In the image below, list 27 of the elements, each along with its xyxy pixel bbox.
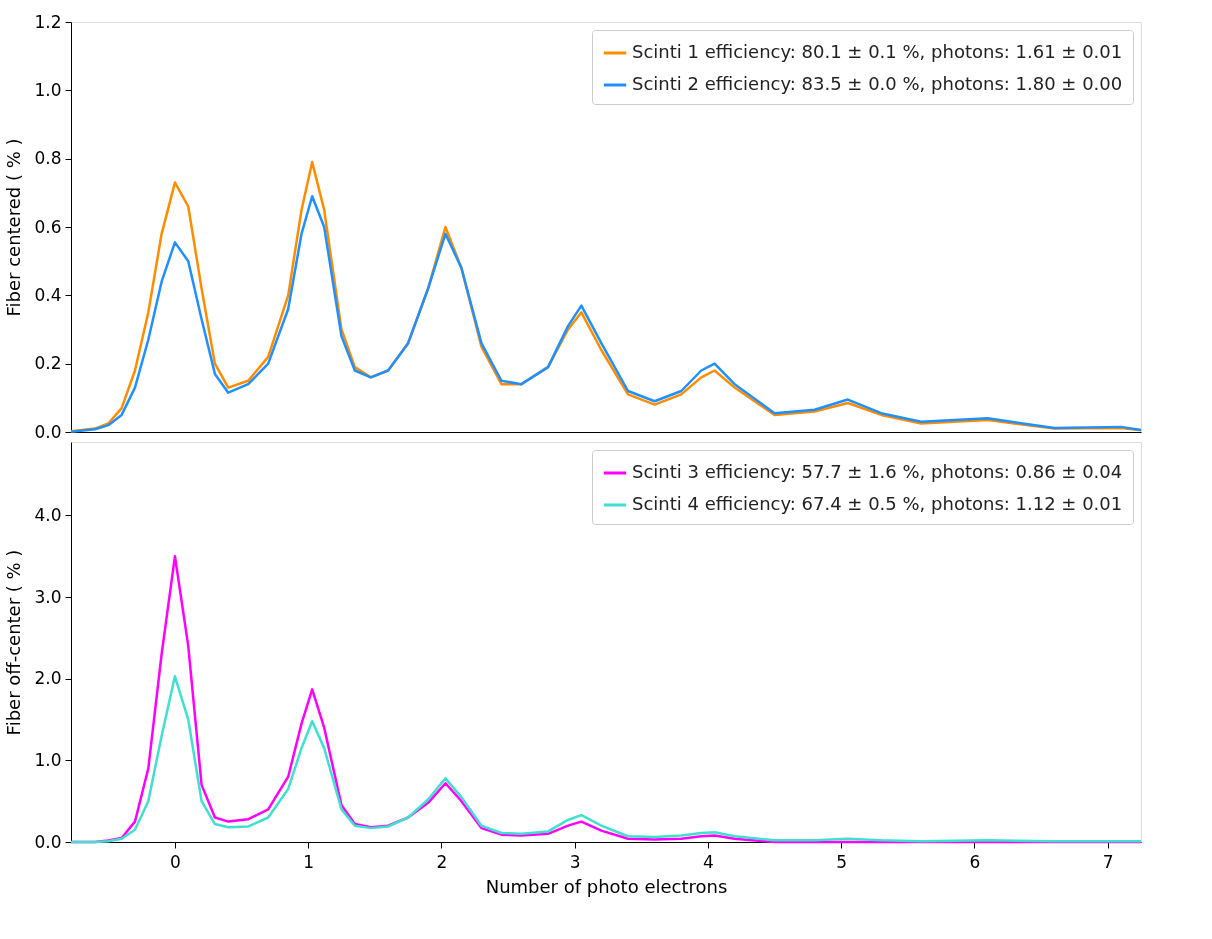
x-axis-title: Number of photo electrons	[485, 875, 728, 897]
y-tick-label: 0.0	[34, 831, 62, 852]
x-tick-label: 1	[303, 851, 315, 872]
x-tick-label: 3	[569, 851, 581, 872]
y-tick-label: 2.0	[34, 668, 62, 689]
y-tick-label: 1.2	[34, 11, 62, 32]
y-tick-label: 0.8	[34, 148, 62, 169]
y-tick-label: 1.0	[34, 79, 62, 100]
legend-label: Scinti 3 efficiency: 57.7 ± 1.6 %, photons: 0.86 ± 0.04	[632, 461, 1123, 482]
legend-label: Scinti 2 efficiency: 83.5 ± 0.0 %, photons: 1.80 ± 0.00	[632, 73, 1123, 94]
legend-label: Scinti 4 efficiency: 67.4 ± 0.5 %, photons: 1.12 ± 0.01	[632, 493, 1123, 514]
legend-label: Scinti 1 efficiency: 80.1 ± 0.1 %, photons: 1.61 ± 0.01	[632, 41, 1123, 62]
y-tick-label: 3.0	[34, 586, 62, 607]
y-tick-label: 0.4	[34, 284, 62, 305]
x-tick-label: 5	[836, 851, 848, 872]
y-tick-label: 1.0	[34, 749, 62, 770]
x-tick-label: 0	[170, 851, 181, 872]
x-tick-label: 4	[703, 851, 714, 872]
y-tick-label: 4.0	[34, 504, 62, 525]
y-tick-label: 0.2	[34, 353, 62, 374]
x-tick-label: 7	[1102, 851, 1114, 872]
x-tick-label: 2	[436, 851, 448, 872]
y-tick-label: 0.0	[34, 421, 62, 442]
x-tick-label: 6	[969, 851, 981, 872]
y-tick-label: 0.6	[34, 216, 62, 237]
y-axis-title: Fiber off-center ( % )	[3, 549, 25, 736]
y-axis-title: Fiber centered ( % )	[3, 138, 25, 317]
